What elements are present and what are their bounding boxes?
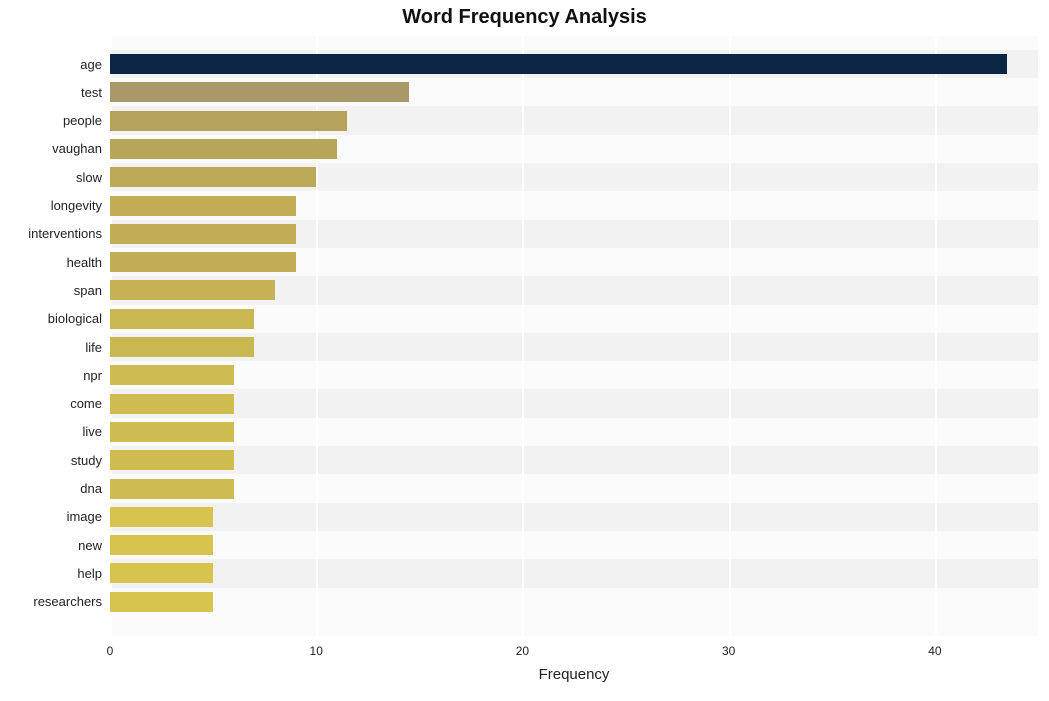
y-tick-label: image [0,509,102,524]
bar [110,365,234,385]
y-tick-label: span [0,283,102,298]
y-tick-label: life [0,340,102,355]
bar [110,82,409,102]
chart-title: Word Frequency Analysis [0,6,1049,29]
y-tick-label: longevity [0,198,102,213]
gridline [522,36,524,636]
bar [110,422,234,442]
y-tick-label: live [0,424,102,439]
x-tick-label: 20 [502,644,542,658]
y-tick-label: researchers [0,594,102,609]
bar [110,450,234,470]
y-tick-label: npr [0,368,102,383]
y-tick-label: age [0,57,102,72]
bar [110,535,213,555]
plot-area [110,36,1038,636]
x-tick-label: 30 [709,644,749,658]
bar [110,479,234,499]
bar [110,252,296,272]
y-tick-label: test [0,85,102,100]
chart-container: Word Frequency Analysis Frequency age tes… [0,0,1049,701]
row-band [110,559,1038,587]
y-tick-label: biological [0,311,102,326]
y-tick-label: health [0,255,102,270]
bar [110,563,213,583]
bar [110,111,347,131]
gridline [729,36,731,636]
x-tick-label: 10 [296,644,336,658]
y-tick-label: help [0,566,102,581]
bar [110,394,234,414]
row-band [110,503,1038,531]
y-tick-label: people [0,113,102,128]
bar [110,280,275,300]
bar [110,196,296,216]
y-tick-label: dna [0,481,102,496]
y-tick-label: slow [0,170,102,185]
bar [110,592,213,612]
bar [110,54,1007,74]
x-tick-label: 0 [90,644,130,658]
bar [110,337,254,357]
row-band [110,389,1038,417]
bar [110,309,254,329]
bar [110,139,337,159]
x-tick-label: 40 [915,644,955,658]
gridline [935,36,937,636]
bar [110,224,296,244]
y-tick-label: come [0,396,102,411]
y-tick-label: study [0,453,102,468]
y-tick-label: new [0,538,102,553]
x-axis-label: Frequency [110,666,1038,683]
row-band [110,446,1038,474]
bar [110,167,316,187]
bar [110,507,213,527]
y-tick-label: interventions [0,226,102,241]
y-tick-label: vaughan [0,141,102,156]
